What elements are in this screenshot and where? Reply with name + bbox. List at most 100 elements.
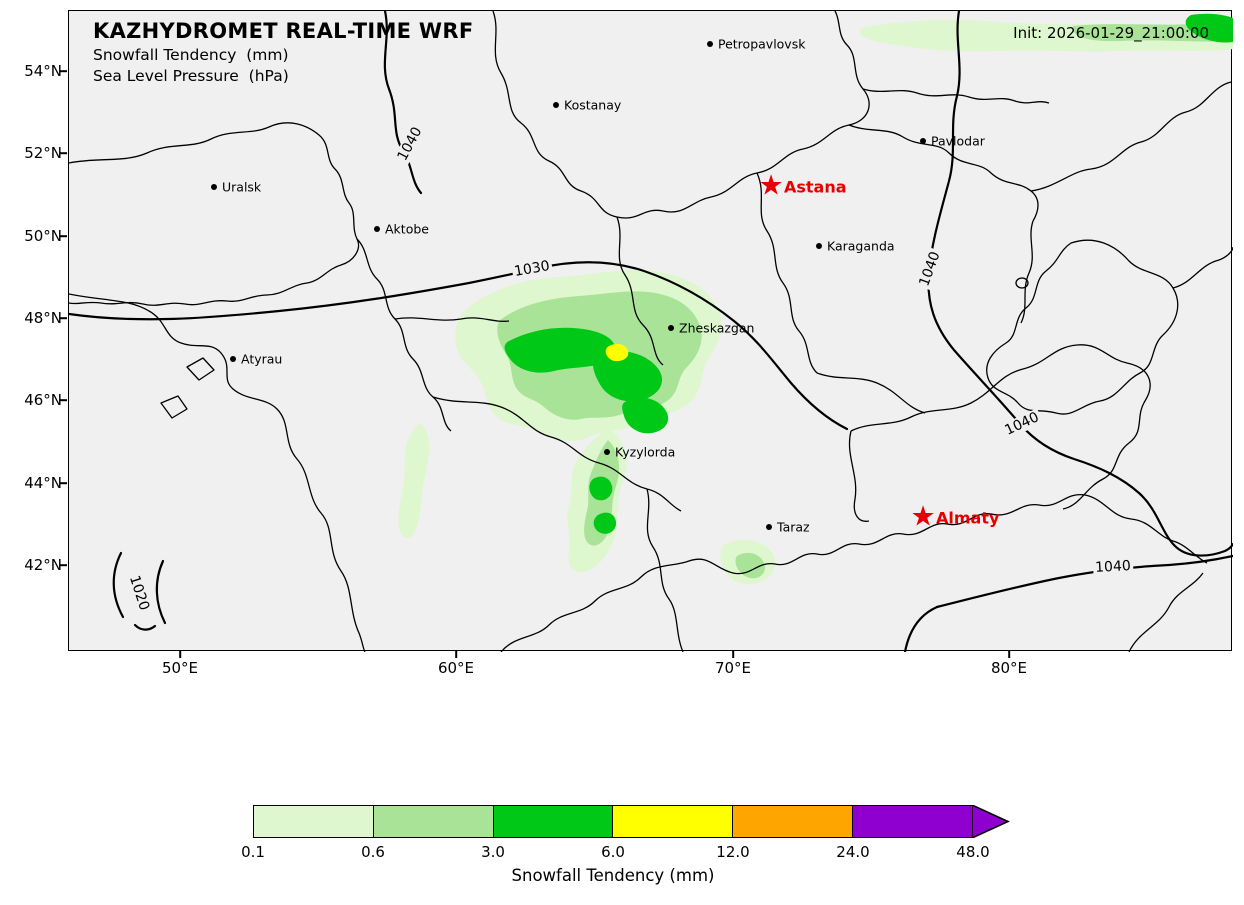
city-marker-taraz: [766, 524, 772, 530]
city-label-kyzylorda: Kyzylorda: [615, 444, 676, 460]
pressure-contour-label: 1040: [915, 247, 945, 291]
city-marker-petropavlovsk: [707, 41, 713, 47]
balkhash-region-tail: [848, 430, 870, 522]
administrative-boundaries: [69, 11, 1233, 652]
oblast-boundary-aktobe: [356, 238, 452, 432]
y-axis-tick-label: 42°N: [24, 556, 62, 574]
y-axis-tick-label: 44°N: [24, 474, 62, 492]
y-axis-tick-mark: [60, 235, 67, 237]
subtitle-snowfall: Snowfall Tendency (mm): [93, 46, 289, 64]
pressure-contour-1040-east: [927, 11, 1233, 557]
y-axis-tick-mark: [60, 399, 67, 401]
y-axis-tick-label: 54°N: [24, 62, 62, 80]
pressure-contour-label: 1020: [125, 571, 153, 615]
title-block: KAZHYDROMET REAL-TIME WRF Snowfall Tende…: [93, 19, 474, 85]
city-marker-pavlodar: [920, 138, 926, 144]
balkhash-region-boundary: [850, 344, 1151, 510]
colorbar-tick-label: 3.0: [481, 843, 505, 861]
city-label-zheskazgan: Zheskazgan: [679, 320, 755, 336]
colorbar-segment: [254, 806, 374, 837]
y-axis-tick-mark: [60, 317, 67, 319]
map-canvas: [69, 11, 1233, 652]
x-axis-tick-mark: [1008, 651, 1010, 658]
city-label-karaganda: Karaganda: [827, 238, 895, 254]
y-axis-tick-label: 48°N: [24, 309, 62, 327]
city-marker-zheskazgan: [668, 325, 674, 331]
oblast-boundary-north-south-branch: [616, 216, 664, 366]
snowfall-area-moderate: [735, 552, 766, 579]
small-lake: [1015, 277, 1029, 289]
colorbar-label: Snowfall Tendency (mm): [511, 866, 715, 885]
snowfall-area-light: [398, 423, 430, 539]
southeast-border: [1128, 572, 1204, 652]
pressure-contour-1040-northwest: [383, 11, 423, 195]
colorbar-extend-arrow: [972, 805, 1010, 838]
figure-title: KAZHYDROMET REAL-TIME WRF: [93, 19, 474, 43]
city-label-petropavlovsk: Petropavlovsk: [718, 36, 806, 52]
y-axis-tick-mark: [60, 70, 67, 72]
snowfall-area-heavy: [504, 327, 616, 373]
city-marker-karaganda: [816, 243, 822, 249]
snowfall-area-heavy: [593, 351, 663, 402]
colorbar-segment: [373, 806, 494, 837]
snowfall-area-heavy: [593, 512, 617, 534]
x-axis-tick-mark: [179, 651, 181, 658]
city-label-pavlodar: Pavlodar: [931, 133, 985, 149]
capital-label-astana: Astana: [784, 177, 847, 197]
east-border: [1172, 246, 1233, 289]
y-axis-tick-mark: [60, 564, 67, 566]
colorbar-tick-label: 24.0: [836, 843, 870, 861]
pressure-contour-1020: [133, 623, 157, 631]
snowfall-area-heavy: [589, 476, 613, 501]
subtitle-pressure: Sea Level Pressure (hPa): [93, 67, 289, 85]
city-marker-kyzylorda: [604, 449, 610, 455]
oblast-boundary-north: [492, 11, 870, 219]
map-panel: Petropavlovsk Kostanay Pavlodar Uralsk Aktob…: [68, 10, 1233, 652]
pressure-contour-label: 1040: [1092, 557, 1134, 577]
southern-border: [500, 494, 1208, 652]
init-timestamp: Init: 2026-01-29_21:00:00: [1013, 24, 1209, 42]
x-axis-tick-label: 60°E: [437, 659, 475, 677]
pressure-contour-1020: [155, 559, 167, 625]
oblast-boundary-central-east: [816, 372, 926, 414]
y-axis-tick-mark: [60, 482, 67, 484]
x-axis-tick-label: 50°E: [161, 659, 199, 677]
capital-label-almaty: Almaty: [936, 508, 1000, 528]
capital-star-icon-almaty: ★: [910, 499, 936, 533]
caspian-coastline: [69, 293, 366, 652]
colorbar-segment: [853, 806, 972, 837]
snowfall-shading: [398, 13, 1233, 585]
city-marker-aktobe: [374, 226, 380, 232]
snowfall-area-heavy: [1185, 13, 1233, 43]
northeast-border: [1030, 81, 1232, 192]
city-label-atyrau: Atyrau: [241, 351, 283, 367]
y-axis-tick-mark: [60, 152, 67, 154]
x-axis-tick-mark: [455, 651, 457, 658]
city-label-taraz: Taraz: [777, 519, 810, 535]
y-axis-tick-label: 52°N: [24, 144, 62, 162]
oblast-boundary-kyzylorda: [432, 396, 682, 512]
pressure-contour-label: 1040: [393, 122, 427, 166]
colorbar-tick-label: 0.6: [361, 843, 385, 861]
east-region-boundary: [986, 239, 1179, 415]
colorbar-tick-label: 6.0: [601, 843, 625, 861]
y-axis-tick-label: 46°N: [24, 391, 62, 409]
oblast-boundary-kyzylorda-south: [646, 488, 684, 652]
colorbar-segment: [613, 806, 734, 837]
city-marker-atyrau: [230, 356, 236, 362]
colorbar-tick-label: 12.0: [716, 843, 750, 861]
oblast-boundary-pavlodar-north: [862, 88, 1050, 104]
y-axis-tick-label: 50°N: [24, 227, 62, 245]
city-label-kostanay: Kostanay: [564, 97, 622, 113]
x-axis-tick-label: 70°E: [714, 659, 752, 677]
oblast-boundary-aktobe-east: [394, 317, 510, 322]
colorbar-segment: [733, 806, 854, 837]
city-label-uralsk: Uralsk: [222, 179, 262, 195]
colorbar: [253, 805, 973, 838]
colorbar-segment: [493, 806, 614, 837]
x-axis-tick-label: 80°E: [990, 659, 1028, 677]
pressure-contour-1020: [112, 551, 125, 619]
x-axis-tick-mark: [732, 651, 734, 658]
pressure-contour-1030: [69, 261, 849, 431]
